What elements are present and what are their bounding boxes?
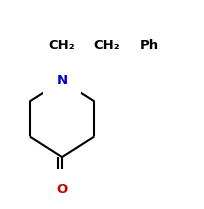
Text: N: N (56, 74, 67, 87)
Text: CH₂: CH₂ (93, 39, 119, 52)
Text: Ph: Ph (139, 39, 158, 52)
Text: CH₂: CH₂ (49, 39, 75, 52)
Text: O: O (56, 182, 67, 196)
